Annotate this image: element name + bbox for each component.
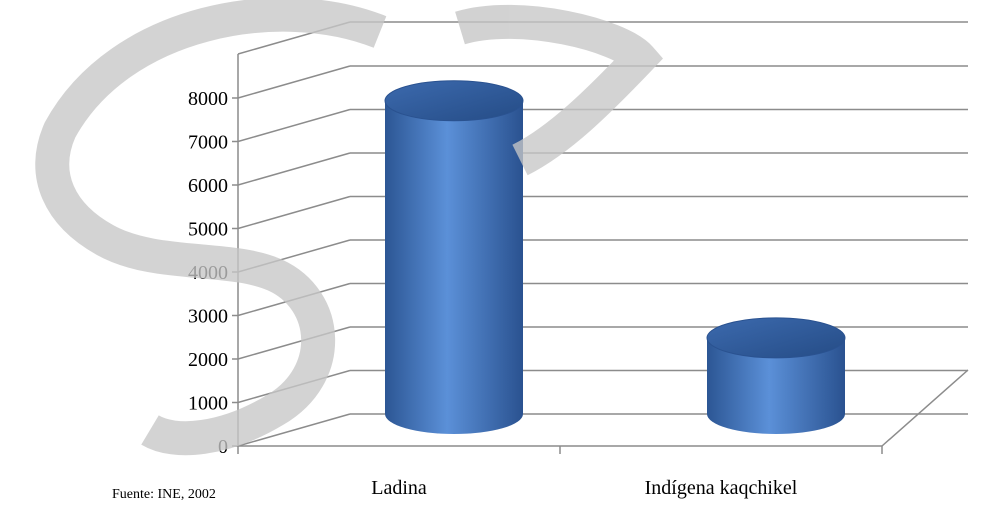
watermark [35, 0, 664, 456]
y-tick-label: 3000 [188, 306, 228, 328]
bar-top [706, 317, 846, 359]
y-tick-label: 6000 [188, 175, 228, 197]
y-tick-label: 2000 [188, 349, 228, 371]
gridline-side [237, 152, 351, 186]
x-tick-label: Ladina [371, 477, 427, 499]
gridline-side [237, 195, 351, 230]
bar-top [384, 80, 524, 122]
gridline-side [237, 65, 351, 99]
gridline-side [237, 108, 351, 143]
bars [384, 80, 846, 435]
source-note: Fuente: INE, 2002 [112, 487, 216, 502]
floor-edge [881, 369, 969, 447]
y-tick-label: 5000 [188, 219, 228, 241]
y-tick-label: 8000 [188, 88, 228, 110]
bar-cylinder [707, 337, 845, 434]
gridline-side [237, 413, 351, 447]
y-tick-label: 1000 [188, 393, 228, 415]
x-tick-label: Indígena kaqchikel [645, 477, 798, 499]
y-tick-label: 7000 [188, 132, 228, 154]
bar-cylinder [385, 100, 523, 435]
